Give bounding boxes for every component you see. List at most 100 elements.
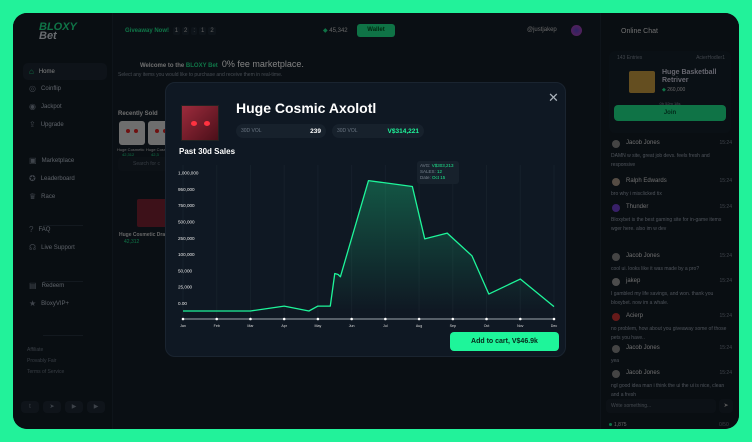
balance: ◆ 45,342 (323, 28, 348, 34)
avatar[interactable] (612, 140, 620, 148)
x-tick-dot (552, 317, 556, 321)
item-title: Huge Cosmic Axolotl (236, 100, 377, 116)
char-count: 0/50 (719, 422, 729, 428)
chat-text: DAMN w site, great job devs. feels fresh… (611, 153, 710, 168)
avatar[interactable] (612, 278, 620, 286)
avatar[interactable] (612, 253, 620, 261)
avatar[interactable] (612, 345, 620, 353)
add-to-cart-button[interactable]: Add to cart, V$46.9k (450, 332, 559, 351)
sidebar-item-marketplace[interactable]: ▣ Marketplace (23, 152, 107, 169)
x-tick-label: Dec (551, 324, 558, 328)
sidebar-item-live-support[interactable]: ☊ Live Support (23, 239, 107, 256)
chat-username[interactable]: Jacob Jones (626, 140, 660, 146)
x-tick-dot (518, 317, 522, 321)
item-sales-modal: ✕ Huge Cosmic Axolotl 30D VOL 239 30D VOL… (165, 82, 566, 357)
footer-link-affiliate[interactable]: Affiliate (27, 347, 44, 353)
chat-username[interactable]: Ralph Edwards (626, 178, 667, 184)
x-tick-dot (215, 317, 219, 321)
sidebar-item-label: Live Support (41, 244, 75, 251)
avatar[interactable] (612, 313, 620, 321)
chat-text: cool ui. looks like it was made by a pro… (611, 266, 700, 272)
sidebar-item-leaderboard[interactable]: ✪ Leaderboard (23, 170, 107, 187)
x-tick-dot (350, 317, 353, 321)
chat-time: 15:24 (719, 345, 732, 351)
listing-price: 42,312 (124, 239, 140, 245)
sidebar: BLOXY Bet ⌂ Home ◎ Coinflip ◉ Jackpot ⇪ Upgrade ▣… (13, 13, 113, 429)
raffle-host: AcierHodler1 (696, 55, 725, 61)
avatar[interactable] (612, 178, 620, 186)
chat-title: Online Chat (621, 28, 658, 35)
chat-username[interactable]: Acierp (626, 313, 644, 319)
sidebar-item-label: FAQ (38, 226, 51, 233)
x-tick-label: Mar (247, 324, 254, 328)
x-tick-label: May (315, 324, 322, 328)
sidebar-item-jackpot[interactable]: ◉ Jackpot (23, 98, 107, 115)
y-tick-label: 250,000 (178, 236, 195, 241)
chat-text: I gambled my life savings, and won. than… (611, 291, 714, 306)
trophy-icon: ♛ (29, 192, 37, 201)
chat-time: 15:24 (719, 253, 732, 259)
faq-icon: ? (29, 225, 34, 234)
chat-time: 15:24 (719, 370, 732, 376)
item-image (181, 105, 219, 141)
y-tick-label: 750,000 (178, 203, 195, 208)
x-tick-dot (249, 317, 252, 321)
star-icon: ★ (29, 299, 37, 308)
telegram-icon[interactable]: ➤ (43, 401, 61, 413)
wallet-button[interactable]: Wallet (357, 24, 395, 37)
y-tick-label: 0.00 (178, 301, 187, 306)
avatar[interactable] (612, 370, 620, 378)
sidebar-item-faq[interactable]: ? FAQ (23, 221, 107, 238)
send-icon[interactable]: ➤ (719, 399, 733, 413)
footer-link-provably-fair[interactable]: Provably Fair (27, 358, 57, 364)
sidebar-item-coinflip[interactable]: ◎ Coinflip (23, 80, 107, 97)
chat-input[interactable]: Write something... (606, 399, 716, 413)
footer-link-terms[interactable]: Terms of Service (27, 369, 65, 375)
x-tick-dot (282, 317, 286, 321)
y-tick-label: 500,000 (178, 220, 195, 225)
sidebar-item-bloxyvip-[interactable]: ★ BloxyVIP+ (23, 295, 107, 312)
shop-icon: ▣ (29, 156, 37, 165)
online-count: 1,875 (609, 422, 627, 428)
chat-username[interactable]: Jacob Jones (626, 370, 660, 376)
chat-text: Bloxybet is the best gaming site for in-… (611, 217, 722, 232)
recent-item-price: 42,3 (151, 152, 159, 157)
raffle-timer: 0h 52m 18s (659, 101, 681, 106)
chat-username[interactable]: Thunder (626, 204, 649, 210)
chat-username[interactable]: Jacob Jones (626, 253, 660, 259)
avatar[interactable] (612, 204, 620, 212)
hero-title: Welcome to the BLOXY Bet 0% fee marketpla… (140, 59, 304, 69)
chat-username[interactable]: Jacob Jones (626, 345, 660, 351)
sidebar-item-home[interactable]: ⌂ Home (23, 63, 107, 80)
recent-item-image[interactable] (119, 121, 145, 145)
youtube-icon[interactable]: ▶ (87, 401, 105, 413)
sidebar-item-redeem[interactable]: ▤ Redeem (23, 277, 107, 294)
sidebar-item-race[interactable]: ♛ Race (23, 188, 107, 205)
username[interactable]: @justjakep (527, 27, 557, 33)
twitter-icon[interactable]: t (21, 401, 39, 413)
coin-icon: ◎ (29, 84, 36, 93)
chart-area (183, 180, 554, 311)
sidebar-item-label: BloxyVIP+ (41, 300, 70, 307)
close-icon[interactable]: ✕ (548, 90, 559, 105)
sidebar-item-label: Race (41, 193, 56, 200)
x-tick-label: Oct (484, 324, 490, 328)
search-input[interactable]: Search for c (118, 157, 178, 171)
jackpot-icon: ◉ (29, 102, 36, 111)
y-tick-label: 950,000 (178, 187, 195, 192)
sidebar-item-label: Home (38, 68, 55, 75)
recent-item-price: 42,312 (122, 152, 135, 157)
youtube-icon[interactable]: ▶ (65, 401, 83, 413)
x-tick-dot (181, 317, 185, 321)
hero-subtitle: Select any items you would like to purch… (118, 72, 283, 78)
sidebar-item-upgrade[interactable]: ⇪ Upgrade (23, 116, 107, 133)
x-tick-label: Sep (450, 324, 456, 328)
chat-time: 15:24 (719, 178, 732, 184)
chat-panel: Online Chat 143 Entries AcierHodler1 Hug… (600, 13, 739, 429)
avatar[interactable] (571, 25, 582, 36)
recent-item-name: Huge Cosmetic (117, 147, 145, 152)
join-button[interactable]: Join (614, 105, 726, 121)
chat-username[interactable]: jakep (626, 278, 641, 284)
